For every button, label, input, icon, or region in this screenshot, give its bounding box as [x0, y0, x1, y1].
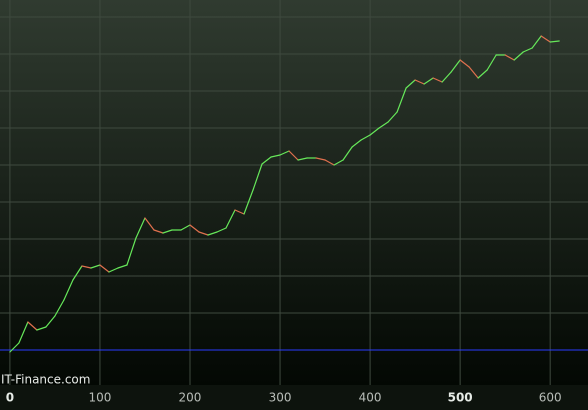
- line-segment: [63, 279, 74, 301]
- line-segment: [117, 264, 128, 269]
- line-segment: [504, 54, 515, 61]
- line-segment: [450, 59, 461, 73]
- line-segment: [81, 265, 92, 269]
- line-segment: [324, 159, 335, 166]
- line-segment: [441, 71, 452, 83]
- x-tick-label: 300: [269, 391, 292, 405]
- line-segment: [162, 229, 173, 234]
- line-segment: [36, 326, 47, 331]
- line-segment: [513, 51, 524, 61]
- plot-background: [0, 0, 588, 385]
- x-tick-label: 0: [6, 391, 14, 405]
- line-segment: [45, 315, 56, 328]
- line-segment: [216, 227, 227, 233]
- line-segment: [414, 79, 425, 85]
- axis-band: [0, 385, 588, 410]
- line-segment: [423, 77, 434, 85]
- line-segment: [459, 59, 470, 68]
- line-segment: [297, 157, 308, 161]
- line-segment: [333, 159, 344, 166]
- line-segment: [378, 121, 389, 129]
- line-segment: [279, 150, 290, 156]
- line-segment: [369, 127, 380, 136]
- line-segment: [180, 224, 191, 231]
- line-segment: [315, 157, 326, 161]
- line-segment: [522, 47, 533, 53]
- x-tick-label: 500: [448, 391, 473, 405]
- line-segment: [126, 237, 137, 266]
- marks: [0, 35, 588, 353]
- line-segment: [261, 156, 272, 165]
- line-segment: [72, 265, 83, 281]
- line-segment: [189, 224, 200, 233]
- line-segment: [540, 35, 551, 43]
- line-segment: [153, 229, 164, 234]
- line-segment: [270, 154, 281, 158]
- x-tick-label: 200: [179, 391, 202, 405]
- line-segment: [198, 231, 209, 236]
- line-segment: [99, 264, 110, 273]
- line-segment: [243, 189, 254, 215]
- line-segment: [225, 209, 236, 229]
- line-segment: [27, 321, 38, 331]
- line-segment: [135, 217, 146, 239]
- line-segment: [54, 299, 65, 317]
- x-tick-label: 600: [539, 391, 562, 405]
- line-segment: [405, 79, 416, 89]
- line-segment: [360, 134, 371, 141]
- line-segment: [531, 35, 542, 49]
- line-segment: [549, 40, 560, 43]
- line-segment: [468, 66, 479, 79]
- line-segment: [108, 267, 119, 273]
- line-segment: [396, 87, 407, 113]
- line-segment: [351, 139, 362, 148]
- line-segment: [18, 321, 29, 344]
- line-segment: [252, 163, 263, 191]
- line-segment: [477, 69, 488, 79]
- line-segment: [9, 342, 20, 353]
- watermark: IT-Finance.com: [1, 373, 90, 387]
- line-segment: [486, 54, 497, 71]
- line-segment: [387, 111, 398, 123]
- line-segment: [288, 150, 299, 161]
- line-segment: [342, 146, 353, 161]
- line-segment: [432, 77, 443, 83]
- line-segment: [207, 231, 218, 236]
- line-segment: [90, 264, 101, 269]
- line-segment: [144, 217, 155, 231]
- x-tick-label: 400: [359, 391, 382, 405]
- line-segment: [234, 209, 245, 215]
- grid: [0, 0, 588, 385]
- x-tick-label: 100: [88, 391, 111, 405]
